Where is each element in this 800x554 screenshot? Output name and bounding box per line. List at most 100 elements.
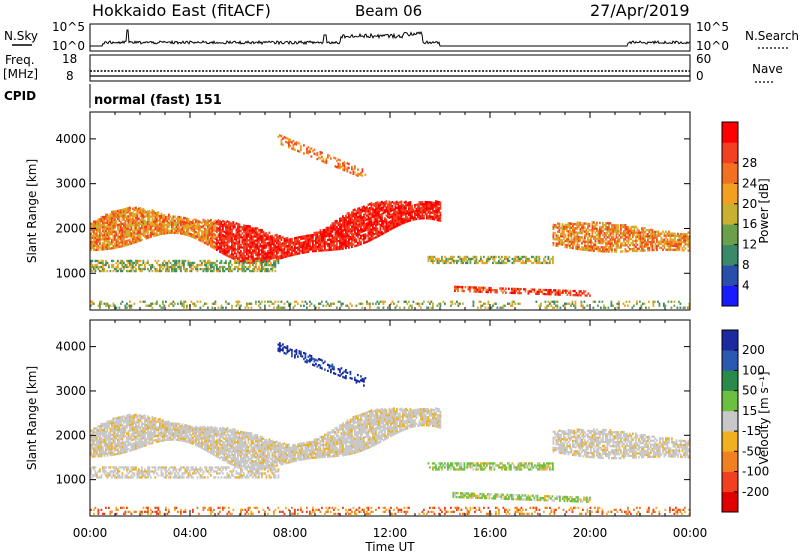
range-time-cell [238,223,241,226]
range-time-cell [228,251,230,254]
range-time-cell [659,234,661,237]
range-time-cell [469,290,471,293]
range-time-cell [321,245,323,248]
range-time-cell [165,232,167,235]
range-time-cell [277,259,280,263]
range-time-cell [421,213,424,216]
range-time-cell [403,205,406,208]
range-time-cell [627,236,630,239]
range-time-cell [121,259,124,263]
range-time-cell [375,210,377,213]
range-time-cell [602,242,604,245]
range-time-cell [162,267,164,271]
range-time-cell [141,226,143,229]
range-time-cell [418,201,421,204]
range-time-cell [339,243,341,247]
range-time-cell [582,230,585,233]
range-time-cell [381,222,383,226]
range-time-cell [439,203,442,206]
range-time-cell [216,263,218,267]
range-time-cell [379,201,382,204]
range-time-cell [121,300,124,303]
range-time-cell [415,217,418,221]
range-time-cell [102,220,104,223]
range-time-cell [133,213,136,216]
range-time-cell [511,302,514,305]
range-time-cell [587,226,589,230]
range-time-cell [181,230,184,233]
range-time-cell [283,249,286,253]
range-time-cell [222,219,224,223]
range-time-cell [635,245,637,249]
range-time-cell [578,231,580,235]
range-time-cell [575,245,577,248]
range-time-cell [433,201,436,205]
range-time-cell [603,250,606,253]
range-time-cell [662,248,664,251]
range-time-cell [264,263,266,267]
range-time-cell [578,223,580,227]
range-time-cell [621,242,624,245]
range-time-cell [286,237,289,240]
range-time-cell [367,209,370,213]
range-time-cell [187,263,190,267]
range-time-cell [210,233,212,236]
range-time-cell [211,302,214,305]
range-time-cell [367,221,370,225]
range-time-cell [94,226,97,229]
range-time-cell [354,165,356,168]
range-time-cell [316,239,319,242]
range-time-cell [123,230,125,233]
range-time-cell [225,261,227,265]
range-time-cell [142,228,145,231]
range-time-cell [315,231,317,234]
range-time-cell [642,235,645,238]
range-time-cell [304,243,307,246]
range-time-cell [117,246,119,249]
range-time-cell [127,233,130,236]
range-time-cell [123,242,125,245]
range-time-cell [345,218,347,222]
range-time-cell [111,216,113,220]
range-time-cell [603,234,606,237]
range-time-cell [108,263,110,267]
range-time-cell [513,261,515,265]
range-time-cell [427,259,430,263]
range-time-cell [352,170,355,174]
range-time-cell [196,269,199,273]
range-time-cell [602,240,604,243]
range-time-cell [626,250,628,253]
range-time-cell [411,216,413,220]
range-time-cell [343,223,346,226]
range-time-cell [346,216,349,219]
range-time-cell [441,259,443,263]
range-time-cell [585,246,588,250]
range-time-cell [599,248,601,251]
range-time-cell [476,288,479,291]
range-time-cell [557,222,559,225]
range-time-cell [473,288,476,291]
range-time-cell [232,235,235,238]
range-time-cell [112,212,115,215]
range-time-cell [414,214,416,217]
range-time-cell [644,243,646,246]
range-time-cell [647,245,649,248]
range-time-cell [261,253,263,256]
range-time-cell [229,223,232,227]
range-time-cell [148,220,151,223]
range-time-cell [97,240,100,243]
range-time-cell [414,210,416,213]
range-time-cell [336,232,338,235]
range-time-cell [142,234,145,237]
range-time-cell [411,304,413,307]
range-time-cell [570,246,573,250]
range-time-cell [126,207,128,210]
range-time-cell [96,263,98,267]
range-time-cell [183,302,185,305]
range-time-cell [270,261,272,265]
range-time-cell [262,252,265,256]
range-time-cell [352,229,355,232]
range-time-cell [588,239,591,242]
range-time-cell [375,230,377,233]
range-time-cell [321,231,323,234]
